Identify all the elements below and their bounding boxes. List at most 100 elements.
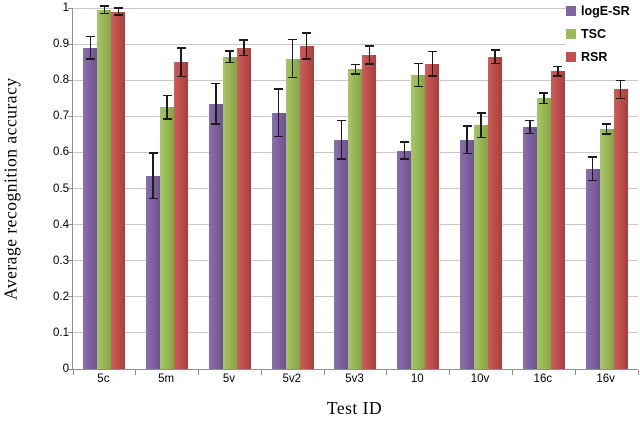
- error-bar-part: [490, 49, 500, 51]
- error-bar-RSR-5m: [176, 47, 186, 78]
- x-category-label-16v: 16v: [596, 373, 615, 385]
- bar-RSR-5v: [236, 47, 251, 369]
- error-bar-part: [466, 125, 468, 155]
- error-bar-part: [616, 97, 626, 100]
- error-bar-part: [354, 63, 357, 75]
- error-bar-logE-SR-5v3: [336, 119, 346, 160]
- bar-TSC-10: [411, 74, 426, 369]
- error-bar-part: [413, 85, 423, 88]
- bar-logE-SR-5v3: [334, 139, 349, 369]
- y-axis-tick: [68, 151, 73, 153]
- bar-TSC-5v2: [285, 58, 300, 369]
- error-bar-part: [476, 112, 486, 114]
- error-bar-part: [340, 119, 343, 160]
- y-tick-label: 1: [62, 2, 69, 14]
- error-bar-part: [539, 102, 549, 105]
- y-tick-label: 0.2: [53, 290, 69, 303]
- error-bar-part: [619, 79, 622, 100]
- y-axis-tick: [68, 43, 73, 45]
- error-bar-part: [239, 39, 249, 41]
- x-category-label-5v: 5v: [222, 373, 235, 385]
- error-bar-part: [117, 7, 120, 16]
- y-axis-title: Average recognition accuracy: [0, 77, 21, 300]
- error-bar-part: [176, 75, 186, 78]
- error-bar-part: [399, 141, 409, 143]
- y-tick-label: 0: [62, 363, 69, 375]
- error-bar-part: [291, 38, 294, 79]
- error-bar-part: [462, 125, 472, 127]
- error-bar-part: [525, 119, 535, 122]
- error-bar-part: [591, 156, 594, 182]
- error-bar-part: [148, 197, 158, 200]
- bar-group-10v: [450, 8, 513, 369]
- error-bar-part: [305, 32, 308, 60]
- error-bar-part: [553, 65, 563, 68]
- error-bar-part: [403, 141, 405, 160]
- bar-logE-SR-10v: [460, 139, 475, 369]
- error-bar-part: [162, 94, 172, 97]
- bar-TSC-16v: [599, 128, 614, 369]
- error-bar-part: [89, 35, 92, 60]
- x-axis-tick: [637, 370, 639, 375]
- bar-TSC-5m: [160, 107, 175, 369]
- gridline: [73, 43, 638, 45]
- bar-group-5m: [136, 8, 199, 369]
- legend-entry-rsr: RSR: [566, 50, 640, 64]
- bar-RSR-10v: [488, 56, 503, 369]
- y-axis-tick: [68, 7, 73, 9]
- error-bar-part: [336, 119, 346, 122]
- bar-logE-SR-16v: [585, 168, 600, 369]
- x-category-label-5v2: 5v2: [282, 373, 301, 385]
- bar-logE-SR-5v2: [271, 112, 286, 369]
- error-bar-part: [148, 152, 158, 154]
- error-bar-part: [85, 58, 95, 60]
- y-tick-label: 0.4: [53, 218, 69, 231]
- legend-entry-logesr: logE-SR: [566, 4, 640, 18]
- x-axis-tick: [198, 370, 200, 375]
- legend-swatch-purple: [566, 6, 576, 16]
- bar-group-5v2: [261, 8, 324, 369]
- error-bar-part: [288, 38, 298, 41]
- y-tick-label: 0.3: [53, 254, 69, 267]
- y-tick-label: 0.7: [53, 110, 69, 123]
- error-bar-part: [543, 92, 545, 105]
- x-axis-tick: [135, 370, 137, 375]
- error-bar-part: [364, 63, 374, 65]
- error-bar-part: [103, 5, 106, 15]
- error-bar-part: [336, 158, 346, 160]
- legend-swatch-red: [566, 52, 576, 62]
- error-bar-RSR-16v: [616, 79, 626, 100]
- error-bar-logE-SR-16v: [588, 156, 598, 182]
- bar-RSR-5m: [174, 62, 189, 369]
- bar-TSC-16c: [536, 98, 551, 369]
- error-bar-logE-SR-5v: [211, 82, 221, 125]
- bar-RSR-5v2: [299, 45, 314, 369]
- error-bar-part: [350, 73, 360, 75]
- error-bar-part: [529, 119, 531, 135]
- error-bar-part: [277, 88, 280, 138]
- y-tick-label: 0.1: [53, 326, 69, 339]
- error-bar-part: [211, 123, 221, 125]
- error-bar-part: [239, 54, 249, 57]
- error-bar-part: [588, 156, 598, 158]
- bar-TSC-5v: [222, 56, 237, 369]
- y-tick-label: 0.5: [53, 182, 69, 195]
- error-bar-part: [229, 50, 231, 64]
- error-bar-RSR-5v: [239, 39, 249, 57]
- error-bar-part: [302, 58, 312, 60]
- x-axis-tick: [574, 370, 576, 375]
- x-axis-tick: [386, 370, 388, 375]
- legend: logE-SR TSC RSR: [566, 0, 640, 80]
- error-bar-logE-SR-10: [399, 141, 409, 160]
- bar-RSR-16c: [550, 71, 565, 369]
- x-category-label-10: 10: [410, 373, 424, 385]
- error-bar-part: [274, 135, 284, 138]
- error-bar-TSC-5v3: [350, 63, 360, 75]
- error-bar-TSC-5c: [99, 5, 109, 15]
- legend-label: logE-SR: [581, 3, 630, 18]
- error-bar-TSC-5v: [225, 50, 235, 64]
- error-bar-RSR-10: [427, 50, 437, 77]
- error-bar-part: [539, 92, 549, 94]
- error-bar-part: [417, 62, 419, 88]
- error-bar-part: [166, 94, 168, 120]
